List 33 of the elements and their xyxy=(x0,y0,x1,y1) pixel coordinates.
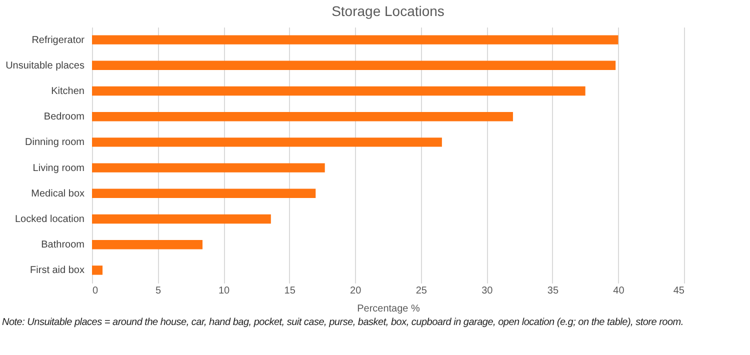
x-tick-label: 25 xyxy=(416,286,428,296)
chart-title: Storage Locations xyxy=(332,3,444,19)
x-tick-label: 0 xyxy=(92,286,98,296)
y-tick-label: Dinning room xyxy=(25,137,84,148)
y-tick-label: Locked location xyxy=(15,214,84,225)
x-tick-label: 40 xyxy=(613,286,625,296)
y-tick-label: Unsuitable places xyxy=(6,60,84,72)
bar xyxy=(92,60,616,70)
bar xyxy=(92,35,618,44)
bar xyxy=(92,266,103,275)
bar xyxy=(92,240,203,250)
y-tick-label: Refrigerator xyxy=(32,34,86,46)
bar xyxy=(92,86,586,96)
bar xyxy=(92,138,442,147)
y-tick-label: Kitchen xyxy=(51,86,84,97)
x-tick-label: 20 xyxy=(350,286,362,296)
x-tick-label: 15 xyxy=(284,286,296,296)
y-tick-label: Medical box xyxy=(31,188,84,200)
x-tick-label: 45 xyxy=(673,286,685,296)
bar xyxy=(92,163,325,172)
bar xyxy=(92,188,316,198)
text: Note: Unsuitable places = around the house, car, hand bag, pocket, suit case, purse, basket, box, cupboard in garage, open location (e.g; on the table), store room. xyxy=(1,317,684,328)
y-tick-label: Bathroom xyxy=(41,240,84,251)
bar xyxy=(92,214,271,224)
y-tick-label: Living room xyxy=(32,162,84,174)
y-tick-label: Bedroom xyxy=(44,112,84,123)
y-tick-label: First aid box xyxy=(30,265,84,276)
bar xyxy=(92,112,513,122)
x-tick-label: 10 xyxy=(218,286,230,296)
x-tick-label: 5 xyxy=(155,286,162,296)
x-axis-title: Percentage % xyxy=(357,304,420,314)
x-tick-label: 35 xyxy=(547,286,559,296)
x-tick-label: 30 xyxy=(482,286,494,296)
